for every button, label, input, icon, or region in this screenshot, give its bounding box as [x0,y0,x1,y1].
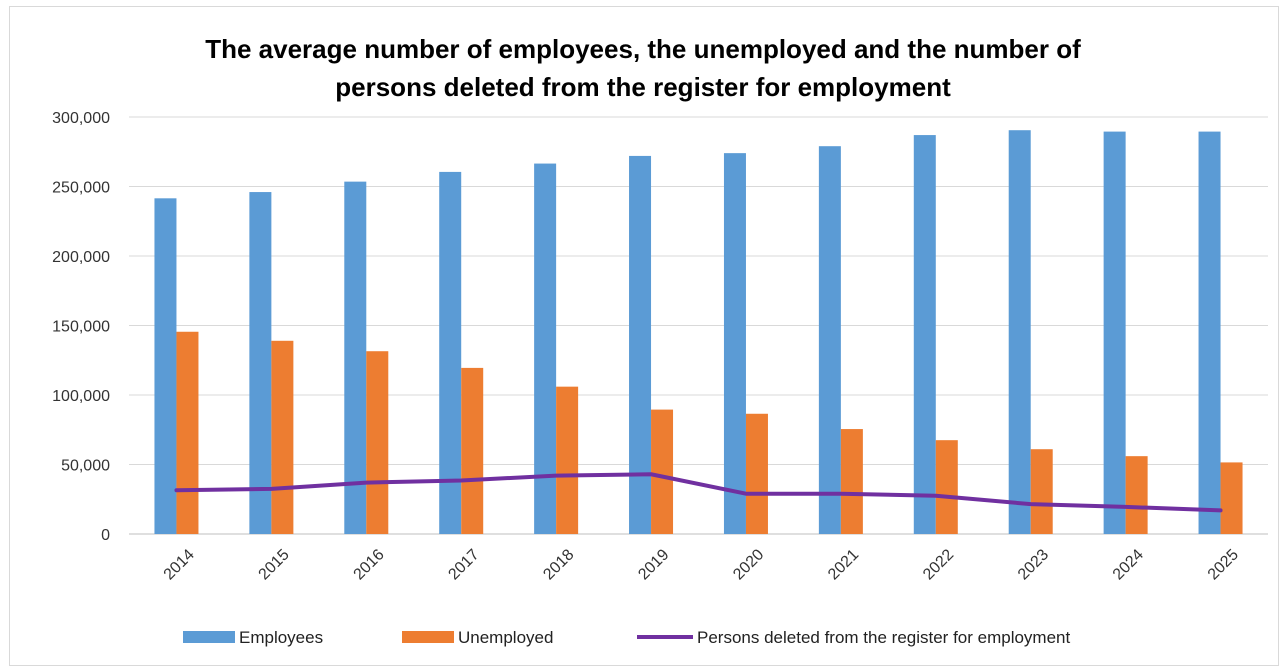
x-tick-label: 2015 [256,546,293,583]
bar-employees [1009,130,1031,534]
y-axis: 0 50,000 100,000 150,000 200,000 250,000 300,0… [52,110,110,544]
x-axis: 2014 2015 2016 2017 2018 2019 2020 2021 2022 2023… [161,546,1242,583]
x-tick-label: 2021 [825,546,862,583]
bar-employees [629,156,651,534]
x-tick-label: 2023 [1015,546,1052,583]
y-tick-label: 0 [101,527,110,544]
bar-employees [724,153,746,534]
legend-swatch-unemployed [402,631,454,643]
bar-unemployed [1221,462,1243,534]
y-tick-label: 250,000 [52,180,110,197]
legend-label: Persons deleted from the register for em… [697,628,1071,647]
bar-employees [1199,132,1221,534]
legend-label: Employees [239,628,323,647]
bar-unemployed [936,440,958,534]
y-tick-label: 300,000 [52,110,110,127]
legend-swatch-employees [183,631,235,643]
x-tick-label: 2025 [1205,546,1242,583]
bar-unemployed [366,351,388,534]
legend: Employees Unemployed Persons deleted from … [183,628,1071,647]
gridlines [129,117,1268,534]
legend-label: Unemployed [458,628,553,647]
x-tick-label: 2018 [540,546,577,583]
line-layer [176,474,1220,510]
bar-unemployed [1126,456,1148,534]
bar-unemployed [651,410,673,534]
bar-unemployed [1031,449,1053,534]
y-tick-label: 200,000 [52,249,110,266]
y-tick-label: 50,000 [61,458,110,475]
bar-unemployed [556,387,578,534]
bars-layer [154,130,1242,534]
bar-employees [914,135,936,534]
bar-employees [1104,132,1126,534]
bar-employees [819,146,841,534]
x-tick-label: 2022 [920,546,957,583]
bar-unemployed [176,332,198,534]
x-tick-label: 2014 [161,546,198,583]
x-tick-label: 2019 [635,546,672,583]
bar-unemployed [841,429,863,534]
y-tick-label: 150,000 [52,319,110,336]
x-tick-label: 2016 [351,546,388,583]
x-tick-label: 2024 [1110,546,1147,583]
bar-employees [154,198,176,534]
x-tick-label: 2017 [445,546,482,583]
bar-unemployed [271,341,293,534]
bar-employees [249,192,271,534]
x-tick-label: 2020 [730,546,767,583]
line-persons-deleted [176,474,1220,510]
y-tick-label: 100,000 [52,388,110,405]
bar-unemployed [461,368,483,534]
bar-unemployed [746,414,768,534]
